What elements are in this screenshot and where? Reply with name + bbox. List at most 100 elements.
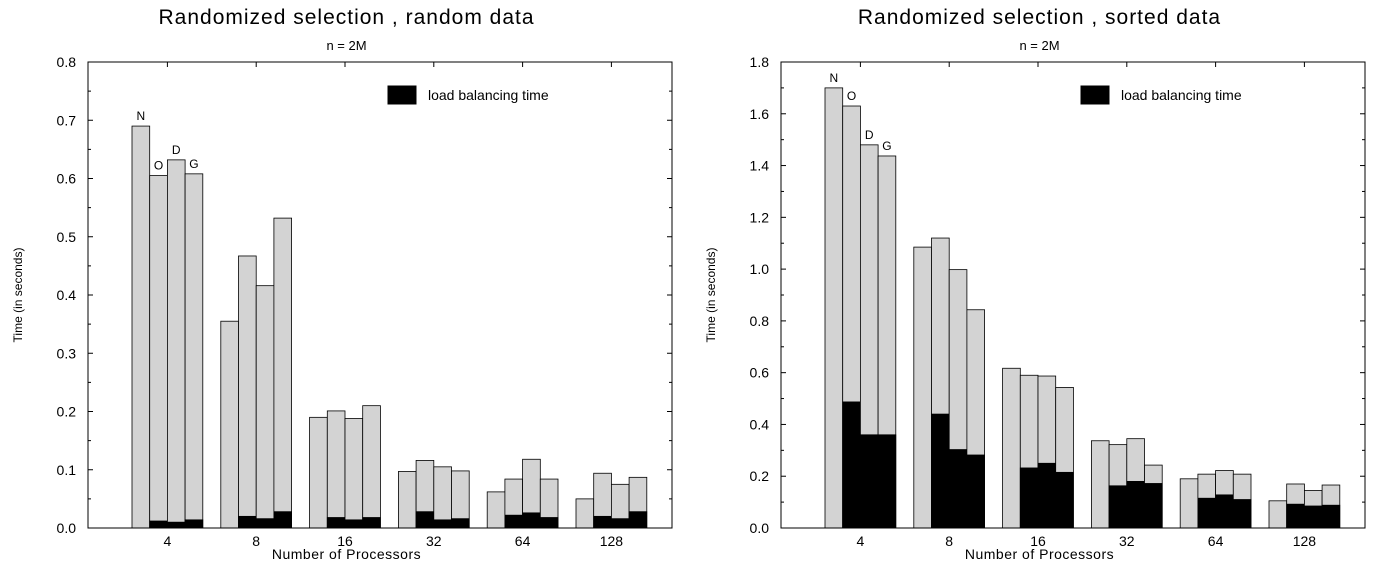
bar-load-balancing-D-32	[433, 519, 452, 529]
x-tick-label: 16	[1030, 533, 1046, 549]
bar-load-balancing-O-16	[326, 517, 346, 529]
y-tick-label: 0.4	[57, 287, 77, 303]
bar-load-balancing-D-32	[1126, 480, 1145, 529]
bar-N-64	[486, 491, 506, 529]
series-label-N: N	[137, 109, 146, 123]
bar-load-balancing-G-8	[273, 511, 292, 529]
y-tick-label: 0.2	[57, 404, 77, 420]
y-tick-label: 0.5	[57, 229, 77, 245]
bar-load-balancing-O-128	[593, 515, 612, 529]
bar-load-balancing-O-128	[1286, 503, 1305, 529]
bar-D-16	[344, 418, 364, 529]
bar-load-balancing-G-128	[628, 511, 648, 529]
series-label-O: O	[154, 159, 163, 173]
x-tick-label: 4	[164, 533, 172, 549]
x-tick-label: 4	[857, 533, 865, 549]
bar-N-16	[1002, 367, 1021, 529]
series-label-O: O	[847, 89, 856, 103]
bar-G-4	[184, 173, 204, 529]
bar-O-8	[238, 255, 257, 529]
y-axis-label: Time (in seconds)	[11, 248, 25, 343]
x-tick-label: 8	[945, 533, 953, 549]
y-tick-label: 0.6	[750, 365, 770, 381]
bar-load-balancing-O-32	[1108, 485, 1128, 529]
bar-load-balancing-G-32	[451, 518, 470, 529]
chart-subtitle: n = 2M	[326, 38, 367, 53]
chart-title: Randomized selection , random data	[158, 6, 535, 29]
bar-D-4	[166, 159, 186, 529]
chart-panel-sorted: Randomized selection , sorted data n = 2…	[693, 0, 1386, 567]
bar-N-128	[575, 498, 595, 529]
y-tick-label: 0.0	[750, 520, 770, 536]
bar-load-balancing-D-128	[1304, 505, 1323, 529]
bar-load-balancing-G-32	[1144, 483, 1163, 529]
bar-N-16	[309, 416, 328, 529]
bar-N-4	[824, 87, 844, 529]
bar-load-balancing-D-64	[522, 512, 541, 529]
chart-subtitle: n = 2M	[1019, 38, 1060, 53]
y-tick-label: 0.1	[57, 462, 77, 478]
bar-load-balancing-G-16	[1055, 471, 1074, 529]
x-tick-label: 16	[337, 533, 353, 549]
bar-load-balancing-O-16	[1019, 467, 1039, 529]
series-label-D: D	[865, 128, 874, 142]
y-tick-label: 0.6	[57, 171, 77, 187]
bar-load-balancing-D-64	[1215, 494, 1234, 529]
bar-N-8	[220, 320, 239, 529]
bar-load-balancing-G-16	[362, 517, 381, 529]
bar-N-32	[1090, 440, 1110, 529]
bar-G-16	[362, 405, 381, 529]
y-tick-label: 0.4	[750, 416, 770, 432]
y-tick-label: 1.2	[750, 209, 770, 225]
bar-load-balancing-O-32	[415, 511, 435, 529]
bar-load-balancing-O-4	[149, 520, 168, 529]
bar-G-8	[273, 217, 292, 529]
bar-load-balancing-D-16	[1037, 462, 1057, 529]
bar-load-balancing-G-64	[539, 517, 559, 529]
bar-N-128	[1268, 500, 1288, 529]
chart-title: Randomized selection , sorted data	[857, 6, 1222, 29]
series-label-D: D	[172, 143, 181, 157]
bar-N-32	[397, 471, 417, 529]
x-axis-label: Number of Processors	[271, 546, 422, 562]
series-label-N: N	[830, 71, 839, 85]
x-tick-label: 32	[426, 533, 442, 549]
bar-N-64	[1179, 478, 1199, 529]
plot-frame	[87, 61, 673, 529]
y-tick-label: 0.7	[57, 112, 77, 128]
series-label-G: G	[189, 157, 198, 171]
y-tick-label: 0.0	[57, 520, 77, 536]
bar-N-4	[131, 125, 151, 529]
x-tick-label: 64	[1208, 533, 1224, 549]
bar-load-balancing-G-128	[1321, 504, 1341, 529]
legend-label: load balancing time	[1121, 87, 1242, 103]
x-tick-label: 64	[515, 533, 531, 549]
y-tick-label: 1.4	[750, 158, 770, 174]
bar-load-balancing-G-4	[184, 519, 204, 529]
y-tick-label: 1.0	[750, 261, 770, 277]
bar-load-balancing-D-4	[859, 434, 879, 529]
legend-swatch	[387, 85, 417, 105]
bar-chart-random: 0.0 0.1 0.2 0.3 0.4 0.5 0.6 0.7 0.8 Time (in seco…	[11, 54, 673, 549]
bar-load-balancing-O-4	[842, 401, 861, 529]
x-tick-label: 128	[600, 533, 624, 549]
bar-load-balancing-O-64	[504, 514, 523, 529]
bar-load-balancing-G-8	[966, 454, 985, 529]
bar-load-balancing-G-64	[1232, 499, 1252, 529]
chart-panel-random: Randomized selection , random data n = 2…	[11, 6, 673, 562]
bar-load-balancing-D-8	[255, 518, 275, 529]
x-tick-label: 32	[1119, 533, 1135, 549]
legend-swatch	[1080, 85, 1110, 105]
bar-D-32	[433, 466, 452, 529]
y-axis-label: Time (in seconds)	[704, 248, 718, 343]
x-axis-label: Number of Processors	[964, 546, 1115, 562]
bar-load-balancing-O-64	[1197, 497, 1216, 529]
bar-O-16	[326, 410, 346, 529]
legend-label: load balancing time	[428, 87, 549, 103]
x-tick-label: 128	[1293, 533, 1317, 549]
y-tick-label: 0.2	[750, 468, 770, 484]
y-tick-label: 0.3	[57, 345, 77, 361]
bar-load-balancing-D-4	[166, 521, 186, 529]
bar-load-balancing-O-8	[931, 413, 950, 529]
x-tick-label: 8	[252, 533, 260, 549]
